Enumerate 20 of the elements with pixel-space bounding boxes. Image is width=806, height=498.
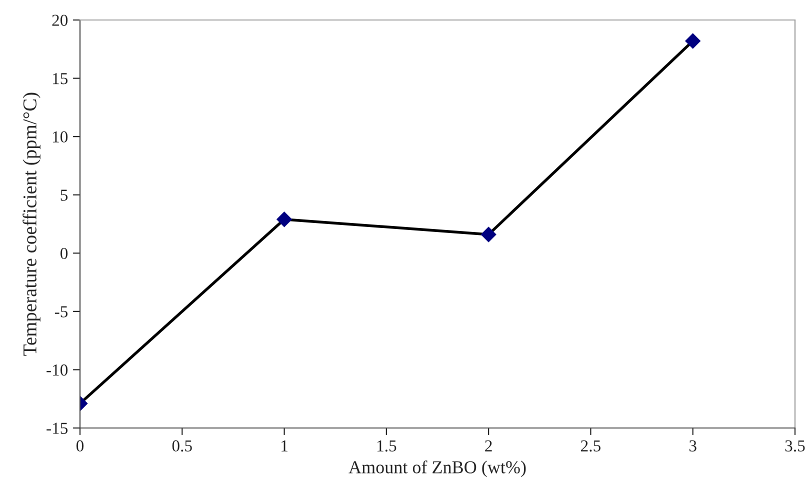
x-tick-label: 2 [485, 440, 492, 452]
x-tick-label: 0 [76, 440, 84, 452]
x-tick-label: 1 [282, 440, 288, 452]
x-tick-label: 3 [689, 440, 696, 452]
y-axis-title: Temperature coefficient (ppm/°C) [22, 92, 40, 356]
y-tick-label: -5 [54, 306, 68, 318]
x-tick-label: 3.5 [785, 440, 805, 452]
y-tick-label: 5 [60, 190, 68, 201]
point [685, 33, 700, 49]
y-tick-label: -10 [46, 364, 68, 376]
y-tick-label: -15 [46, 422, 68, 434]
y-tick-label: 20 [52, 14, 68, 26]
x-tick-label: 2.5 [581, 440, 600, 452]
y-tick-label: 0 [60, 248, 68, 260]
y-tick-label: 15 [52, 73, 68, 84]
y-tick-label: 10 [52, 131, 68, 143]
x-tick-label: 1.5 [377, 440, 396, 452]
point [481, 226, 496, 242]
x-axis-title: Amount of ZnBO (wt%) [348, 460, 526, 478]
x-tick-label: 0.5 [172, 440, 192, 452]
